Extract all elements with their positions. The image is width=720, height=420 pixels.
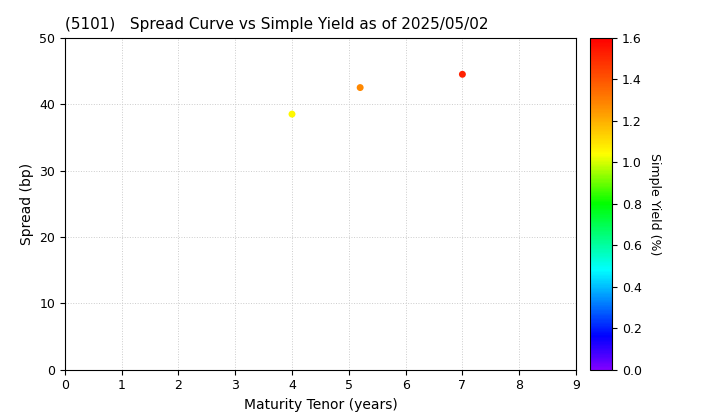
Y-axis label: Simple Yield (%): Simple Yield (%) (648, 152, 661, 255)
Y-axis label: Spread (bp): Spread (bp) (19, 163, 34, 245)
Point (287, 111, 298, 118)
Point (354, 84, 366, 91)
Text: (5101)   Spread Curve vs Simple Yield as of 2025/05/02: (5101) Spread Curve vs Simple Yield as o… (65, 18, 488, 32)
Point (456, 71, 468, 78)
X-axis label: Maturity Tenor (years): Maturity Tenor (years) (243, 398, 397, 412)
